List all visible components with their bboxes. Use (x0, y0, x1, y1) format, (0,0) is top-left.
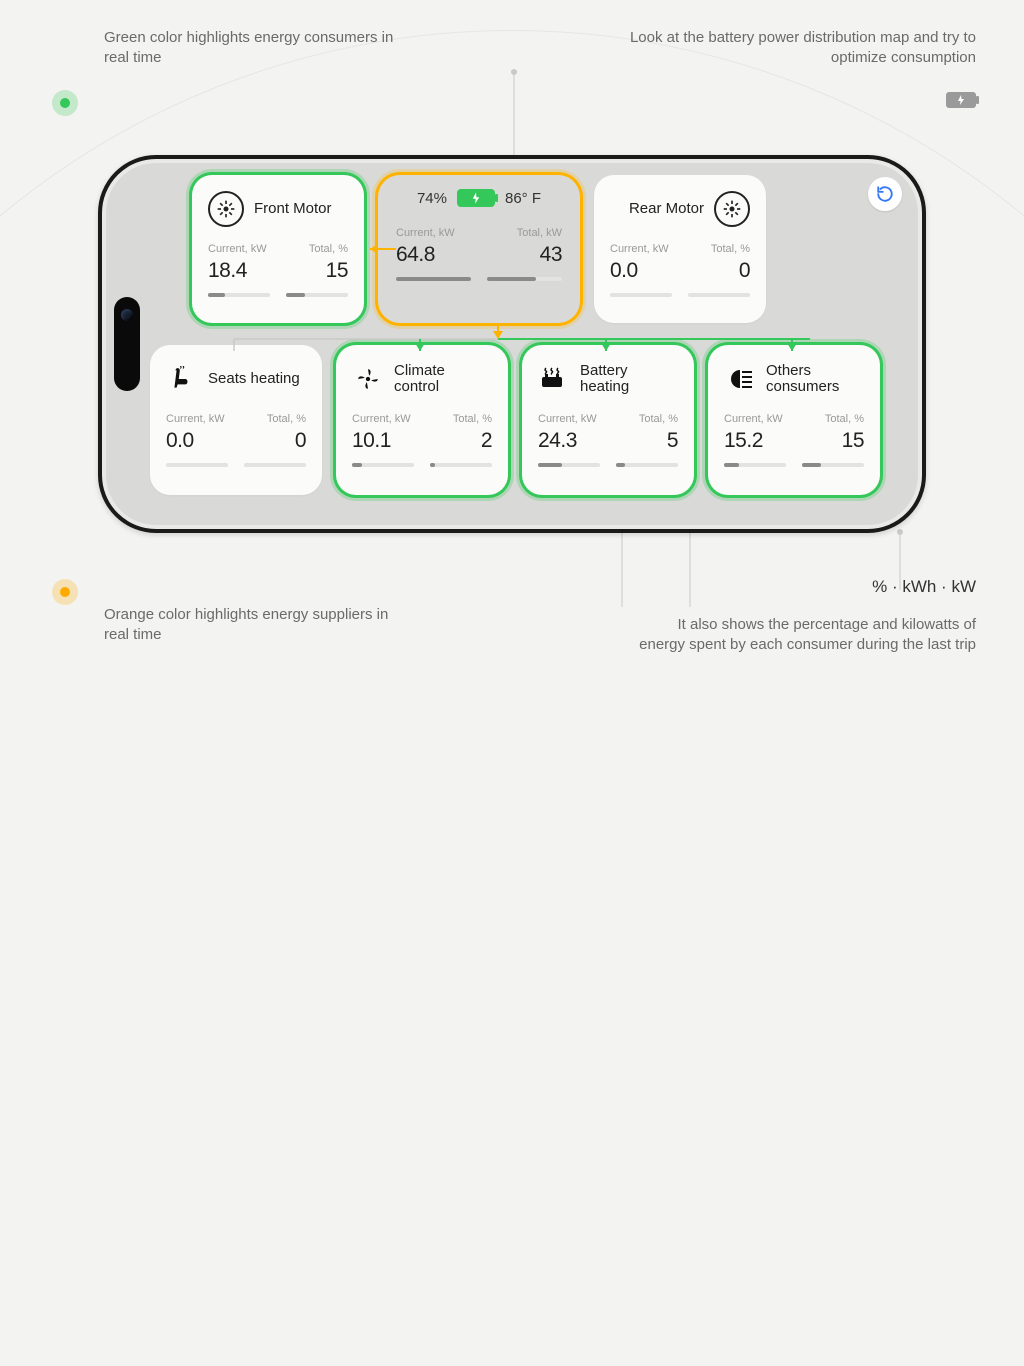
legend-dot-orange (52, 579, 78, 605)
stat-value: 24.3 (538, 429, 600, 453)
card-title: Battery heating (580, 363, 678, 396)
stat-bar (724, 463, 786, 467)
card-title: Others consumers (766, 363, 864, 396)
battery-heat-icon (538, 363, 570, 395)
stat-bar (166, 463, 228, 467)
fan-icon (352, 363, 384, 395)
card-others-consumers[interactable]: Others consumers Current, kW 15.2 Total, … (708, 345, 880, 495)
stat-label: Total, % (688, 243, 750, 255)
stat-label: Current, kW (352, 413, 414, 425)
stat-value: 43 (487, 243, 562, 267)
row-bottom: Seats heating Current, kW 0.0 Total, % 0 C… (150, 345, 908, 495)
units-legend: % · kWh · kW (872, 577, 976, 597)
screen: Front Motor Current, kW 18.4 Total, % 15 (152, 173, 908, 515)
stat-bar (538, 463, 600, 467)
stat-label: Total, % (430, 413, 492, 425)
stat-value: 18.4 (208, 259, 270, 283)
stat-label: Total, % (286, 243, 348, 255)
row-top: Front Motor Current, kW 18.4 Total, % 15 (192, 175, 908, 323)
legend-dot-green (52, 90, 78, 116)
motor-icon (714, 191, 750, 227)
card-seats-heating[interactable]: Seats heating Current, kW 0.0 Total, % 0 (150, 345, 322, 495)
seat-icon (166, 363, 198, 395)
stat-value: 10.1 (352, 429, 414, 453)
stat-value: 0 (244, 429, 306, 453)
phone-frame: Front Motor Current, kW 18.4 Total, % 15 (98, 155, 926, 533)
card-title: Front Motor (254, 201, 332, 218)
stat-label: Current, kW (396, 227, 471, 239)
stat-label: Total, % (802, 413, 864, 425)
card-title: Rear Motor (629, 201, 704, 218)
stat-label: Total, % (616, 413, 678, 425)
stat-value: 0.0 (610, 259, 672, 283)
stat-bar (352, 463, 414, 467)
stat-bar (396, 277, 471, 281)
phone-notch (114, 297, 140, 391)
card-battery-heating[interactable]: Battery heating Current, kW 24.3 Total, %… (522, 345, 694, 495)
stat-bar (610, 293, 672, 297)
stat-label: Total, kW (487, 227, 562, 239)
battery-charging-icon (946, 92, 976, 108)
temperature: 86° F (505, 190, 541, 207)
annotation-top-left: Green color highlights energy consumers … (104, 28, 404, 69)
card-title: Seats heating (208, 371, 300, 388)
stat-value: 5 (616, 429, 678, 453)
motor-icon (208, 191, 244, 227)
card-front-motor[interactable]: Front Motor Current, kW 18.4 Total, % 15 (192, 175, 364, 323)
stat-label: Current, kW (610, 243, 672, 255)
card-climate-control[interactable]: Climate control Current, kW 10.1 Total, %… (336, 345, 508, 495)
stat-label: Current, kW (208, 243, 270, 255)
battery-percent: 74% (417, 190, 447, 207)
stat-label: Total, % (244, 413, 306, 425)
card-battery-center[interactable]: 74% 86° F Current, kW 64.8 Total, kW 43 (378, 175, 580, 323)
stat-value: 15 (802, 429, 864, 453)
stat-value: 0.0 (166, 429, 228, 453)
stat-label: Current, kW (724, 413, 786, 425)
stat-bar (688, 293, 750, 297)
battery-icon (457, 189, 495, 207)
stat-value: 15 (286, 259, 348, 283)
annotation-bottom-left: Orange color highlights energy suppliers… (104, 605, 404, 646)
stat-bar (244, 463, 306, 467)
headlight-icon (724, 363, 756, 395)
card-rear-motor[interactable]: Rear Motor Current, kW 0.0 Total, % 0 (594, 175, 766, 323)
stat-value: 15.2 (724, 429, 786, 453)
stat-value: 64.8 (396, 243, 471, 267)
stat-value: 2 (430, 429, 492, 453)
stat-bar (286, 293, 348, 297)
stat-label: Current, kW (166, 413, 228, 425)
stat-bar (616, 463, 678, 467)
annotation-bottom-right: It also shows the percentage and kilowat… (636, 615, 976, 656)
stat-bar (487, 277, 562, 281)
annotation-top-right: Look at the battery power distribution m… (616, 28, 976, 69)
card-title: Climate control (394, 363, 492, 396)
stat-label: Current, kW (538, 413, 600, 425)
stat-value: 0 (688, 259, 750, 283)
stat-bar (208, 293, 270, 297)
stat-bar (802, 463, 864, 467)
stat-bar (430, 463, 492, 467)
refresh-button[interactable] (868, 177, 902, 211)
